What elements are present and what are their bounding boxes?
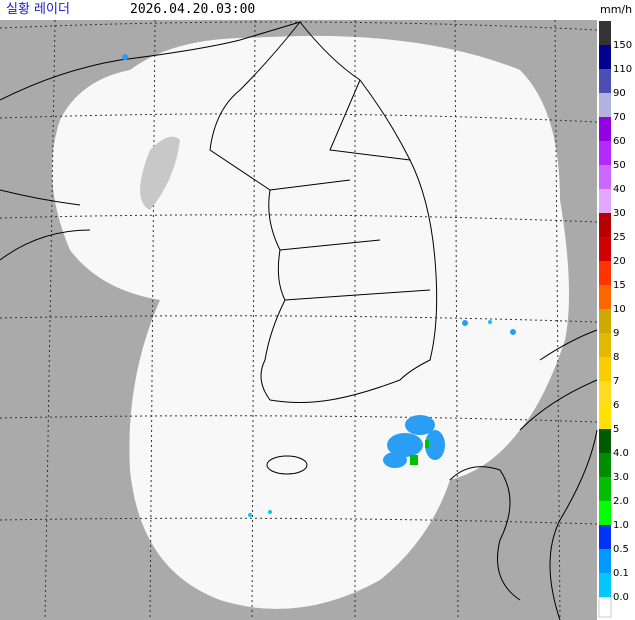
legend-label: 7: [613, 376, 619, 387]
legend-box: [599, 141, 611, 165]
legend-label: 4.0: [613, 448, 629, 459]
legend-box: [599, 189, 611, 213]
legend-box: [599, 549, 611, 573]
legend-box: [599, 213, 611, 237]
legend-box: [599, 453, 611, 477]
legend-box: [599, 525, 611, 549]
legend-box: [599, 333, 611, 357]
legend-box: [599, 501, 611, 525]
legend-label: 20: [613, 256, 626, 267]
legend-label: 8: [613, 352, 619, 363]
legend-label: 5: [613, 424, 619, 435]
legend-label: 9: [613, 328, 619, 339]
legend-label: 90: [613, 88, 626, 99]
legend-box: [599, 45, 611, 69]
legend-box: [599, 237, 611, 261]
legend-label: 0.0: [613, 592, 629, 603]
title: 실황 레이더: [6, 2, 70, 17]
legend-label: 150: [613, 40, 632, 51]
legend-label: 70: [613, 112, 626, 123]
legend-box: [599, 21, 611, 45]
legend-box: [599, 165, 611, 189]
legend-box: [599, 405, 611, 429]
legend-box: [599, 429, 611, 453]
legend-label: 15: [613, 280, 626, 291]
legend-box: [599, 309, 611, 333]
legend-label: 1.0: [613, 520, 629, 531]
legend-box: [599, 69, 611, 93]
legend-label: 3.0: [613, 472, 629, 483]
clutter: [140, 136, 180, 210]
legend-box: [599, 285, 611, 309]
coastline: [0, 21, 598, 620]
legend-label: 0.5: [613, 544, 629, 555]
legend: 150 110 90 70 60 50 40 30 25 20 15 10 9 8 7 6 5 4.0 3.0 2.0…: [598, 21, 632, 618]
legend-label: 2.0: [613, 496, 629, 507]
legend-label: 0.1: [613, 568, 629, 579]
moderate-rain: [410, 440, 429, 465]
rain-echo: [122, 54, 516, 468]
legend-box: [599, 261, 611, 285]
legend-box: [599, 117, 611, 141]
legend-box: [599, 477, 611, 501]
legend-label: 25: [613, 232, 626, 243]
legend-label: 30: [613, 208, 626, 219]
legend-label: 50: [613, 160, 626, 171]
legend-label: 6: [613, 400, 619, 411]
legend-label: 40: [613, 184, 626, 195]
legend-label: 110: [613, 64, 632, 75]
radar-coverage: [52, 35, 569, 609]
legend-box: [599, 381, 611, 405]
legend-box: [598, 596, 612, 618]
legend-box: [599, 93, 611, 117]
unit: mm/h: [600, 3, 633, 16]
legend-box: [599, 573, 611, 597]
timestamp: 2026.04.20.03:00: [130, 2, 256, 17]
legend-box: [599, 357, 611, 381]
grid: [0, 19, 598, 620]
legend-label: 10: [613, 304, 626, 315]
light-rain: [248, 320, 492, 517]
legend-label: 60: [613, 136, 626, 147]
